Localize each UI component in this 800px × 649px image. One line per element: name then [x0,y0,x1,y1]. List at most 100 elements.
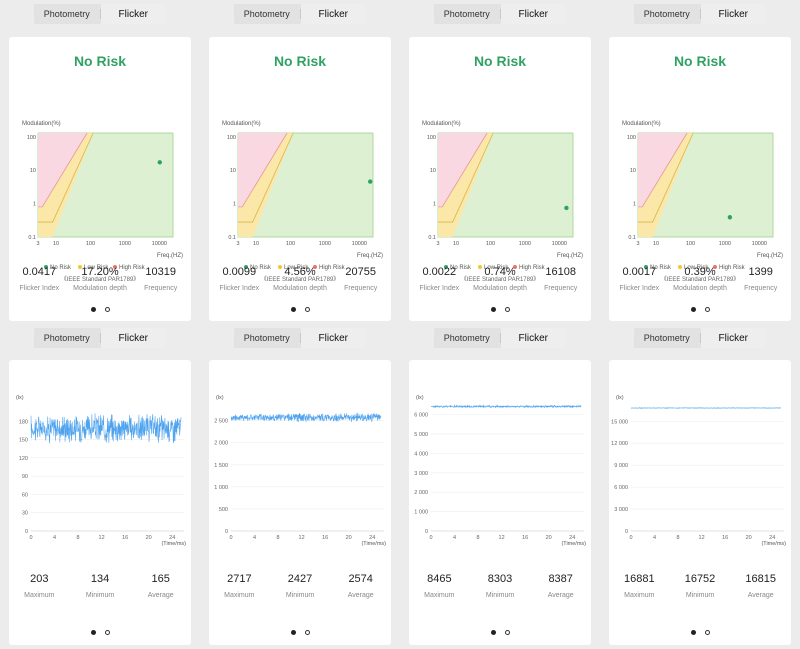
page-indicator[interactable] [209,630,391,635]
waveform-x-tick: 8 [477,535,480,541]
tab-divider [99,333,101,343]
tab-photometry[interactable]: Photometry [443,9,490,19]
page-dot-active[interactable] [90,630,96,635]
waveform-x-tick: 0 [29,535,32,541]
page-dot[interactable] [104,630,110,635]
tab-divider [299,333,301,343]
mode-segmented-control[interactable]: Photometry Flicker [234,328,366,348]
page-indicator[interactable] [609,307,791,312]
stat-label: Maximum [424,592,455,599]
page-dot-active[interactable] [90,307,96,312]
legend-entry: No Risk [50,265,72,271]
waveform-x-tick: 20 [546,535,552,541]
risk-y-tick: 100 [427,135,436,141]
high-risk-boundary [38,132,88,208]
waveform-xlabel: (Time/ms) [761,541,786,547]
tab-photometry[interactable]: Photometry [43,333,90,343]
legend-marker [644,265,648,269]
page-dot[interactable] [104,307,110,312]
page-indicator[interactable] [409,630,591,635]
waveform-x-tick: 4 [453,535,456,541]
tab-flicker[interactable]: Flicker [300,4,366,24]
stat-label: Minimum [485,592,515,599]
risk-chart-xlabel: Freq.(HZ) [357,253,383,259]
page-dot-active[interactable] [490,630,496,635]
tab-flicker[interactable]: Flicker [500,4,566,24]
stat-label: Maximum [224,592,255,599]
illuminance-waveform-line [630,407,782,409]
stat-item: 16815 Average [730,573,791,599]
risk-y-tick: 100 [627,135,636,141]
mode-segmented-control[interactable]: Photometry Flicker [634,328,766,348]
legend-entry: High Risk [319,265,346,271]
mode-segmented-control[interactable]: Photometry Flicker [34,4,166,24]
stat-label: Minimum [685,592,715,599]
tab-flicker[interactable]: Flicker [700,328,766,348]
page-indicator[interactable] [9,630,191,635]
waveform-y-tick: 3 000 [614,507,628,513]
stat-label: Minimum [85,592,115,599]
risk-x-tick: 3 [636,241,639,247]
page-dot[interactable] [704,630,710,635]
page-dot-active[interactable] [690,630,696,635]
risk-chart-ylabel: Modulation(%) [22,121,61,127]
tab-photometry[interactable]: Photometry [243,333,290,343]
risk-chart-ylabel: Modulation(%) [422,121,461,127]
page-dot[interactable] [304,630,310,635]
mode-segmented-control[interactable]: Photometry Flicker [34,328,166,348]
mode-segmented-control[interactable]: Photometry Flicker [234,4,366,24]
waveform-y-tick: 90 [22,474,28,480]
standard-label: 《IEEE Standard PAR1789》 [261,276,340,283]
waveform-xlabel: (Time/ms) [561,541,586,547]
measurement-point [727,215,733,220]
mode-segmented-control[interactable]: Photometry Flicker [434,4,566,24]
page-dot-active[interactable] [290,630,296,635]
tab-flicker[interactable]: Flicker [500,328,566,348]
tab-photometry[interactable]: Photometry [443,333,490,343]
page-indicator[interactable] [9,307,191,312]
stat-label: Modulation depth [473,285,527,292]
page-dot[interactable] [504,307,510,312]
tab-flicker[interactable]: Flicker [100,4,166,24]
tab-photometry[interactable]: Photometry [43,9,90,19]
stat-value: 134 [90,573,110,585]
page-dot-active[interactable] [490,307,496,312]
page-indicator[interactable] [209,307,391,312]
waveform-x-tick: 24 [169,535,175,541]
standard-label: 《IEEE Standard PAR1789》 [61,276,140,283]
page-indicator[interactable] [609,630,791,635]
illuminance-waveform-card: (lx) 0 3 000 6 000 9 000 12 000 15 000 0 4 8 12 16 2… [609,360,791,645]
illuminance-waveform-chart: (lx) 0 30 60 90 120 150 180 0 4 8 12 16 20 24(Time/ms) [16,395,186,547]
waveform-x-tick: 4 [253,535,256,541]
waveform-x-tick: 24 [369,535,375,541]
risk-x-tick: 1000 [519,241,531,247]
tab-photometry[interactable]: Photometry [643,9,690,19]
risk-x-tick: 100 [286,241,295,247]
mode-segmented-control[interactable]: Photometry Flicker [634,4,766,24]
page-dot-active[interactable] [290,307,296,312]
risk-y-tick: 1 [233,202,236,208]
high-risk-zone [38,133,88,207]
tab-photometry[interactable]: Photometry [243,9,290,19]
waveform-ylabel: (lx) [416,395,424,401]
tab-flicker[interactable]: Flicker [700,4,766,24]
tab-flicker[interactable]: Flicker [100,328,166,348]
mode-segmented-control[interactable]: Photometry Flicker [434,328,566,348]
page-dot[interactable] [704,307,710,312]
risk-x-tick: 1000 [719,241,731,247]
page-indicator[interactable] [409,307,591,312]
low-risk-zone [38,133,94,237]
stat-item: 17.20% Modulation depth [70,266,131,292]
tab-photometry[interactable]: Photometry [643,333,690,343]
high-risk-zone [238,133,288,207]
stat-item: 4.56% Modulation depth [270,266,331,292]
risk-x-tick: 100 [486,241,495,247]
risk-x-tick: 100 [686,241,695,247]
tab-flicker[interactable]: Flicker [300,328,366,348]
waveform-y-tick: 60 [22,492,28,498]
measurement-point [368,179,373,184]
page-dot[interactable] [504,630,510,635]
page-dot-active[interactable] [690,307,696,312]
waveform-y-tick: 15 000 [611,419,628,425]
page-dot[interactable] [304,307,310,312]
